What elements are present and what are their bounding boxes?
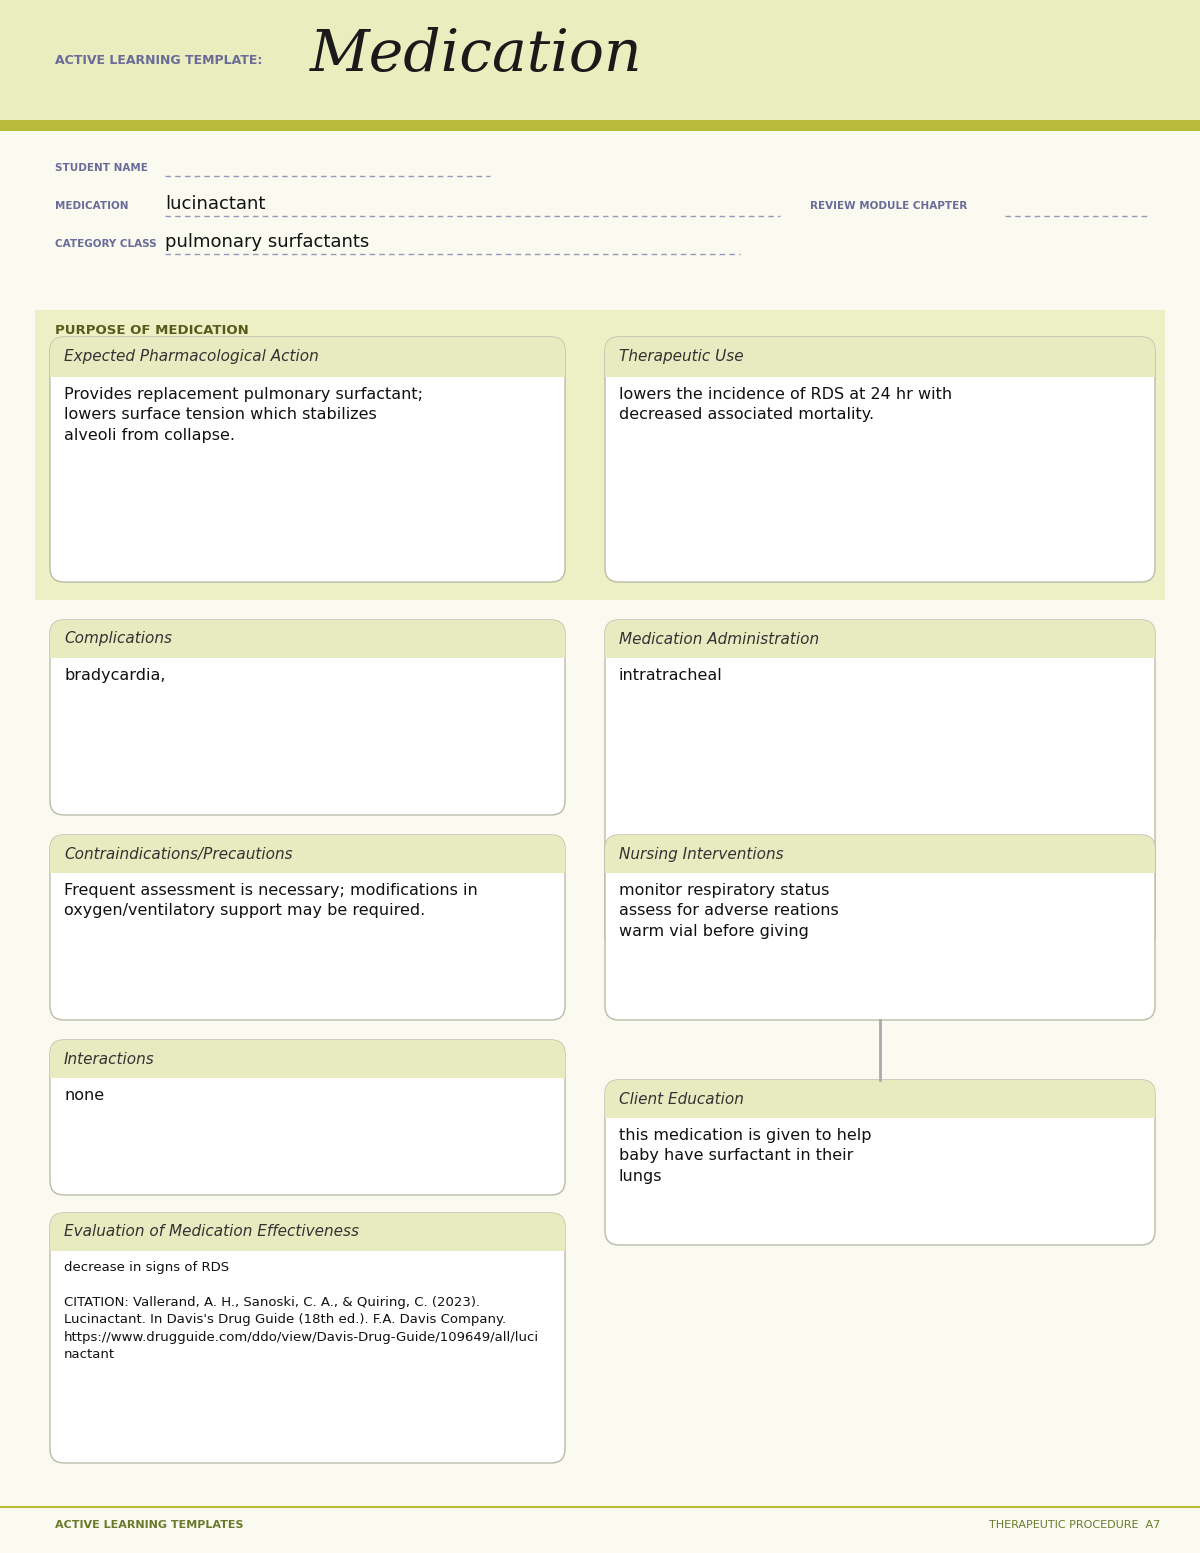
Bar [0,0,1200,120]
Text: Medication Administration: Medication Administration [619,632,820,646]
Bar [50,854,565,873]
Bar [50,1232,565,1252]
Text: ACTIVE LEARNING TEMPLATES: ACTIVE LEARNING TEMPLATES [55,1520,244,1530]
Text: bradycardia,: bradycardia, [64,668,166,683]
Text: monitor respiratory status
assess for adverse reations
warm vial before giving: monitor respiratory status assess for ad… [619,884,839,940]
Text: Provides replacement pulmonary surfactant;
lowers surface tension which stabiliz: Provides replacement pulmonary surfactan… [64,387,424,443]
Text: Expected Pharmacological Action: Expected Pharmacological Action [64,349,319,365]
Text: Nursing Interventions: Nursing Interventions [619,846,784,862]
Text: Complications: Complications [64,632,172,646]
Bar [50,638,565,658]
FancyBboxPatch shape [605,620,1154,950]
Text: PURPOSE OF MEDICATION: PURPOSE OF MEDICATION [55,323,248,337]
Text: Evaluation of Medication Effectiveness: Evaluation of Medication Effectiveness [64,1224,359,1239]
Text: Interactions: Interactions [64,1051,155,1067]
FancyBboxPatch shape [605,337,1154,582]
FancyBboxPatch shape [605,620,1154,658]
FancyBboxPatch shape [605,1079,1154,1246]
FancyBboxPatch shape [605,836,1154,873]
Bar [605,638,1154,658]
FancyBboxPatch shape [50,337,565,582]
FancyBboxPatch shape [50,1041,565,1194]
Bar [605,854,1154,873]
Bar [605,1100,1154,1118]
Text: lowers the incidence of RDS at 24 hr with
decreased associated mortality.: lowers the incidence of RDS at 24 hr wit… [619,387,952,422]
Text: Medication: Medication [310,26,643,84]
Text: Client Education: Client Education [619,1092,744,1106]
Bar [0,120,1200,130]
Text: REVIEW MODULE CHAPTER: REVIEW MODULE CHAPTER [810,200,967,211]
FancyBboxPatch shape [605,836,1154,1020]
FancyBboxPatch shape [50,1213,565,1463]
Text: this medication is given to help
baby have surfactant in their
lungs: this medication is given to help baby ha… [619,1127,871,1183]
Text: THERAPEUTIC PROCEDURE  A7: THERAPEUTIC PROCEDURE A7 [989,1520,1160,1530]
FancyBboxPatch shape [50,1213,565,1252]
Text: none: none [64,1089,104,1103]
Text: Frequent assessment is necessary; modifications in
oxygen/ventilatory support ma: Frequent assessment is necessary; modifi… [64,884,478,918]
Text: Contraindications/Precautions: Contraindications/Precautions [64,846,293,862]
Text: decrease in signs of RDS

CITATION: Vallerand, A. H., Sanoski, C. A., & Quiring,: decrease in signs of RDS CITATION: Valle… [64,1261,539,1362]
FancyBboxPatch shape [50,337,565,377]
FancyBboxPatch shape [605,1079,1154,1118]
FancyBboxPatch shape [50,1041,565,1078]
Bar [50,1059,565,1078]
Text: STUDENT NAME: STUDENT NAME [55,163,148,172]
Text: ACTIVE LEARNING TEMPLATE:: ACTIVE LEARNING TEMPLATE: [55,53,263,67]
FancyBboxPatch shape [50,836,565,1020]
Text: MEDICATION: MEDICATION [55,200,128,211]
FancyBboxPatch shape [50,620,565,815]
Bar [605,357,1154,377]
Text: pulmonary surfactants: pulmonary surfactants [166,233,370,252]
Bar [35,311,1165,599]
Text: Therapeutic Use: Therapeutic Use [619,349,744,365]
FancyBboxPatch shape [605,337,1154,377]
Text: intratracheal: intratracheal [619,668,722,683]
FancyBboxPatch shape [50,620,565,658]
Text: lucinactant: lucinactant [166,196,265,213]
Bar [50,357,565,377]
FancyBboxPatch shape [50,836,565,873]
Text: CATEGORY CLASS: CATEGORY CLASS [55,239,157,248]
